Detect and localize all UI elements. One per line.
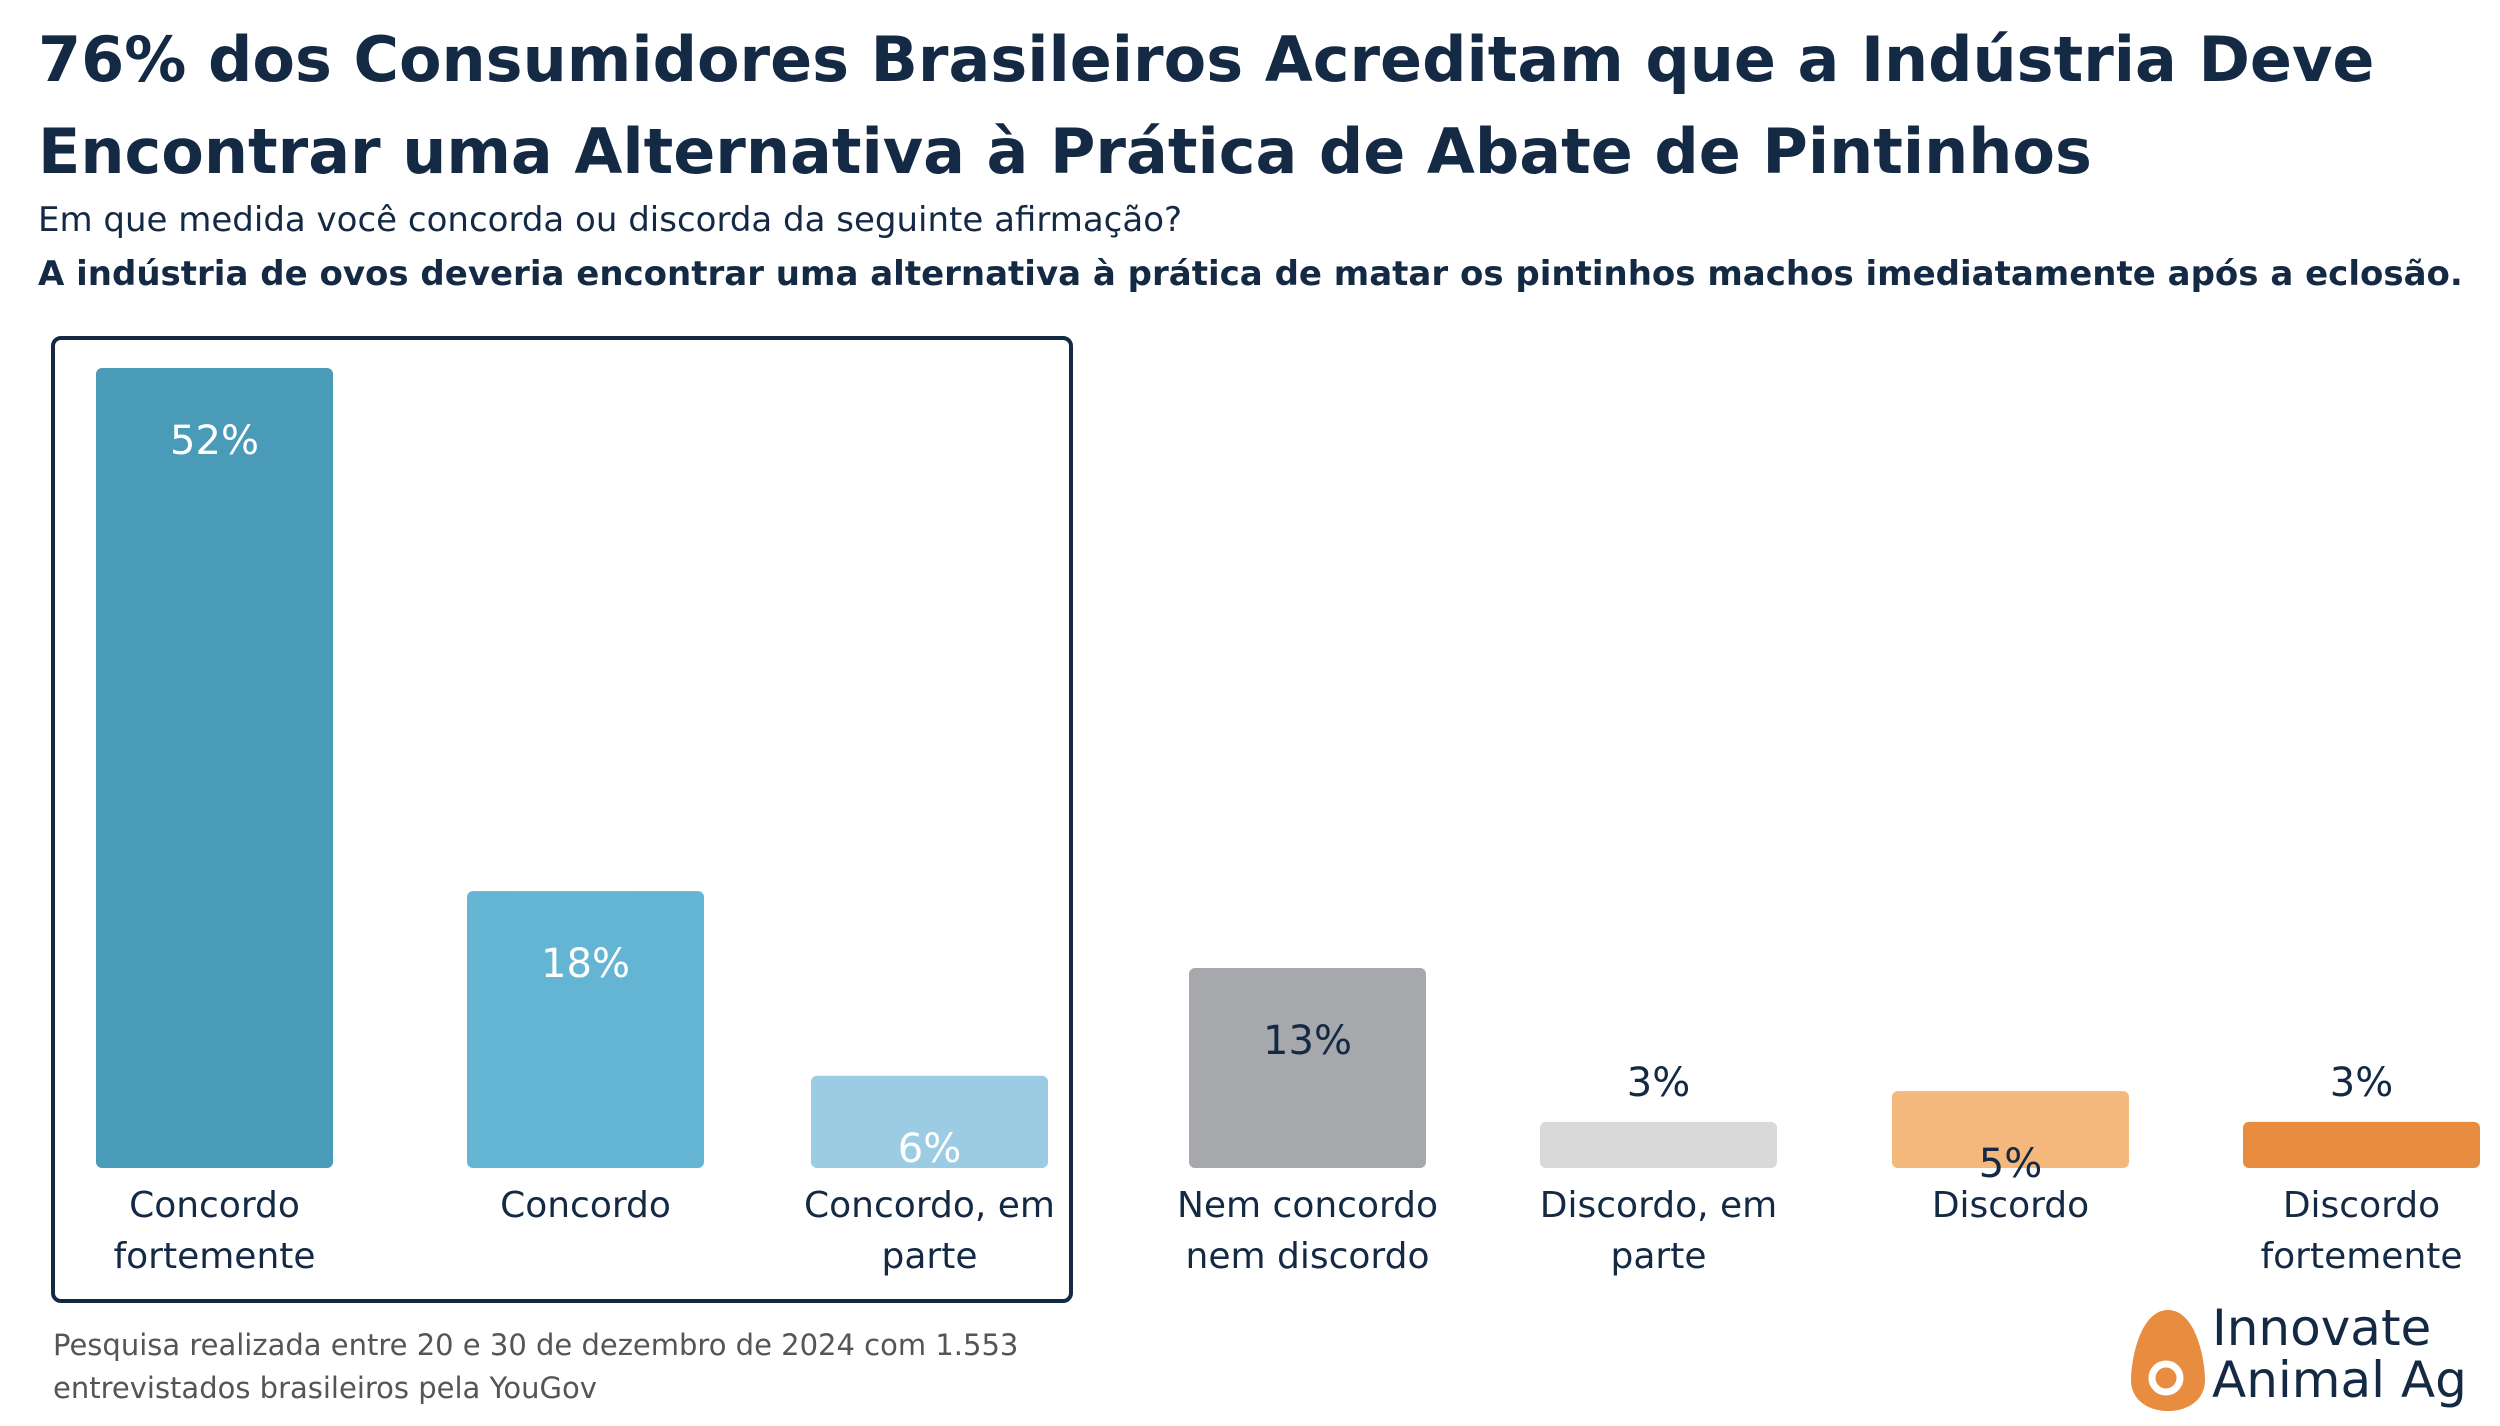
source-note: Pesquisa realizada entre 20 e 30 de deze… — [53, 1328, 1019, 1405]
category-label: Concordo — [500, 1185, 671, 1226]
category-label: Discordo — [1931, 1185, 2090, 1226]
logo-icon — [2131, 1310, 2205, 1411]
value-label: 18% — [541, 941, 630, 988]
bar — [1189, 968, 1426, 1168]
value-label: 13% — [1263, 1018, 1352, 1064]
bar — [2243, 1121, 2480, 1168]
subtitle: A indústria de ovos deveria encontrar um… — [38, 254, 2463, 294]
value-label: 3% — [1626, 1059, 1691, 1106]
bar — [1540, 1121, 1777, 1168]
category-label: Nem concordo nem discordo — [1176, 1185, 1439, 1277]
bar — [811, 1075, 1048, 1168]
category-label: Concordo fortemente — [113, 1185, 316, 1277]
bar — [467, 891, 704, 1168]
value-label: 5% — [1978, 1141, 2043, 1188]
bar — [96, 368, 333, 1168]
category-label: Concordo, em parte — [804, 1185, 1055, 1277]
value-label: 52% — [170, 418, 259, 464]
chart-title: 76% dos Consumidores Brasileiros Acredit… — [38, 23, 2375, 188]
agree-box — [51, 336, 1073, 1303]
value-label: 6% — [897, 1125, 962, 1172]
logo-text: Innovate Animal Ag — [2212, 1299, 2467, 1409]
bar — [1892, 1091, 2129, 1168]
value-label: 3% — [2329, 1059, 2394, 1106]
category-label: Discordo, em parte — [1539, 1185, 1778, 1277]
subtitle: Em que medida você concorda ou discorda … — [38, 200, 1183, 240]
category-label: Discordo fortemente — [2260, 1185, 2463, 1277]
